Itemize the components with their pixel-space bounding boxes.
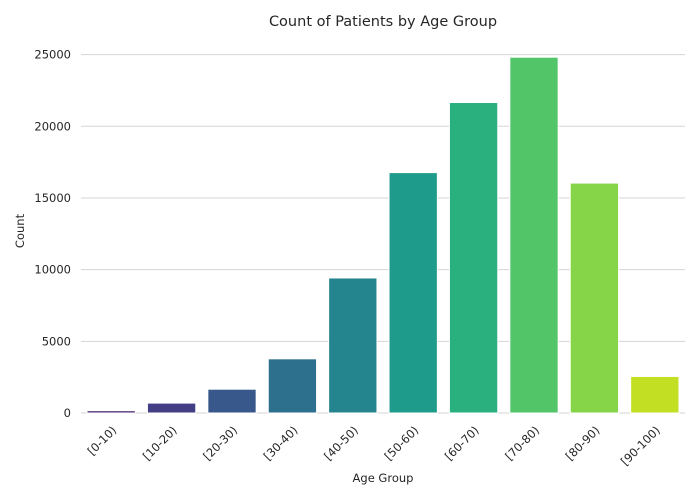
- y-tick-label: 15000: [34, 191, 71, 205]
- y-tick-label: 20000: [34, 119, 71, 133]
- bar: [146, 402, 197, 414]
- y-tick-label: 0: [64, 406, 71, 420]
- bar: [448, 102, 499, 414]
- bar: [630, 375, 680, 414]
- x-tick-label: [10-20): [140, 423, 180, 463]
- y-tick-label: 5000: [42, 334, 71, 348]
- bar: [569, 182, 620, 414]
- x-tick-label: [50-60): [381, 423, 421, 463]
- bars: [86, 56, 680, 414]
- x-tick-label: [0-10): [85, 423, 120, 458]
- bar: [86, 410, 136, 414]
- x-tick-label: [30-40): [261, 423, 301, 463]
- bar: [509, 56, 559, 414]
- x-tick-label: [20-30): [200, 423, 240, 463]
- x-tick-label: [40-50): [321, 423, 361, 463]
- bar: [267, 358, 318, 414]
- x-tick-label: [80-90): [563, 423, 603, 463]
- y-axis-label: Count: [13, 213, 27, 248]
- x-axis-label: Age Group: [353, 471, 414, 485]
- y-tick-label: 25000: [34, 48, 71, 62]
- bar: [328, 277, 378, 414]
- x-tick-label: [70-80): [502, 423, 542, 463]
- bar: [207, 388, 257, 414]
- y-axis-ticks: 0 5000 10000 15000 20000 25000: [34, 48, 71, 420]
- y-tick-label: 10000: [34, 263, 71, 277]
- chart-title: Count of Patients by Age Group: [269, 14, 497, 30]
- x-tick-label: [60-70): [442, 423, 482, 463]
- x-axis-ticks: [0-10) [10-20) [20-30) [30-40) [40-50) [50-60…: [85, 423, 663, 468]
- x-tick-label: [90-100): [618, 423, 663, 468]
- bar: [388, 172, 438, 414]
